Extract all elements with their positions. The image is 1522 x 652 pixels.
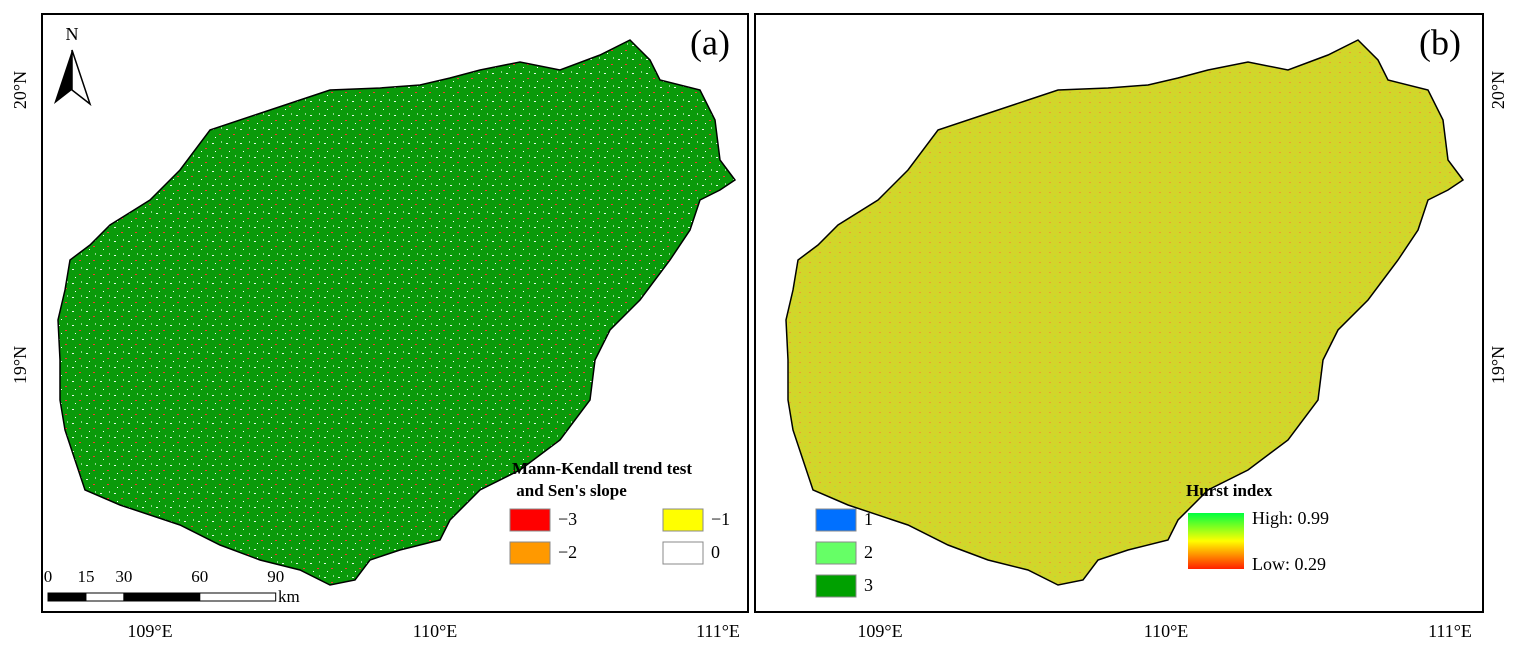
legend-swatch: [815, 541, 857, 565]
legend-swatch: [509, 541, 551, 565]
legend-low: Low: 0.29: [1252, 554, 1326, 574]
lat-label: 19°N: [10, 346, 30, 384]
north-arrow: [54, 50, 72, 104]
north-label: N: [66, 24, 79, 44]
scale-tick-label: 15: [77, 567, 94, 586]
lat-label: 20°N: [10, 71, 30, 109]
scale-tick-label: 90: [267, 567, 284, 586]
panel-label: (b): [1419, 22, 1461, 62]
legend-title: Hurst index: [1186, 481, 1273, 500]
legend-title: Mann-Kendall trend test: [512, 459, 692, 478]
scale-segment: [47, 592, 87, 602]
legend-label: −2: [558, 542, 577, 562]
legend-label: 2: [864, 542, 873, 562]
legend-label: −1: [711, 509, 730, 529]
lat-label: 20°N: [1488, 71, 1508, 109]
color-ramp: [1188, 513, 1244, 569]
panel-label: (a): [690, 22, 730, 62]
legend-title: and Sen's slope: [512, 481, 627, 500]
legend-swatch: [662, 508, 704, 532]
lon-label: 110°E: [1144, 621, 1189, 641]
legend-label: 3: [864, 575, 873, 595]
lon-label: 110°E: [413, 621, 458, 641]
legend-swatch: [815, 508, 857, 532]
legend-label: 0: [711, 542, 720, 562]
scale-tick-label: 0: [44, 567, 53, 586]
legend-high: High: 0.99: [1252, 508, 1329, 528]
scale-segment: [85, 592, 125, 602]
scale-tick-label: 60: [191, 567, 208, 586]
legend-swatch: [662, 541, 704, 565]
legend-swatch: [509, 508, 551, 532]
legend-label: 1: [864, 509, 873, 529]
legend-label: −3: [558, 509, 577, 529]
lon-label: 109°E: [857, 621, 902, 641]
scale-tick-label: 30: [115, 567, 132, 586]
lat-label: 19°N: [1488, 346, 1508, 384]
scale-segment: [199, 592, 277, 602]
lon-label: 109°E: [127, 621, 172, 641]
lon-label: 111°E: [1428, 621, 1472, 641]
legend-swatch: [815, 574, 857, 598]
scale-unit: km: [278, 587, 300, 606]
scale-segment: [123, 592, 201, 602]
lon-label: 111°E: [696, 621, 740, 641]
